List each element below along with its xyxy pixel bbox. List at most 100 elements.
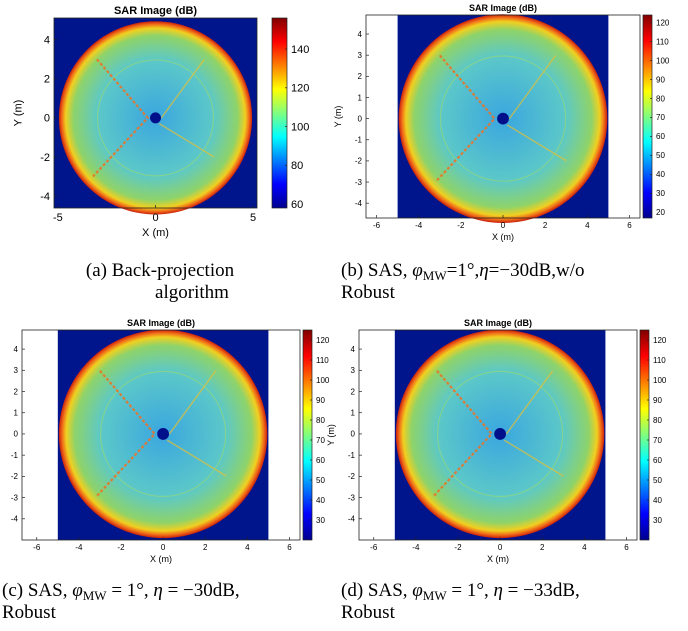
- caption-part: (c) SAS,: [2, 580, 72, 601]
- caption-part: φ: [72, 580, 83, 601]
- x-tick-label: 4: [245, 543, 250, 552]
- y-tick-label: -3: [355, 178, 363, 187]
- axes-box: [358, 329, 638, 541]
- colorbar-tick-label: 30: [316, 516, 325, 525]
- axes-title: SAR Image (dB): [114, 5, 197, 17]
- x-tick-label: 6: [627, 221, 632, 230]
- colorbar-tick-label: 60: [316, 456, 325, 465]
- panel: -6 -4 -2 0 2 4 6 -4 -3 -2 -1 0 1 2 3 4 SAR Image (dB) X (…: [326, 318, 667, 564]
- colorbar-tick-label: 20: [656, 208, 665, 217]
- y-tick-label: 2: [358, 72, 363, 81]
- colorbar-tick-label: 80: [656, 94, 665, 103]
- x-tick-label: -5: [53, 212, 63, 224]
- colorbar-tick-label: 80: [653, 416, 662, 425]
- colorbar-tick-label: 110: [653, 356, 666, 365]
- y-tick-label: -4: [40, 191, 50, 203]
- y-tick-label: 3: [14, 366, 19, 375]
- y-tick-label: -4: [355, 199, 363, 208]
- colorbar-tick-label: 70: [316, 436, 325, 445]
- colorbar-tick-label: 40: [653, 496, 662, 505]
- image-feature: [92, 58, 150, 178]
- x-tick-label: 0: [501, 221, 506, 230]
- colorbar-tick-label: 110: [656, 37, 669, 46]
- colorbar-tick-label: 100: [291, 121, 309, 133]
- caption-part: η: [479, 260, 488, 281]
- caption-part: = 1°,: [447, 580, 494, 601]
- colorbar-tick-label: 110: [316, 356, 329, 365]
- colorbar-tick-label: 140: [291, 44, 309, 56]
- colorbar-tick-label: 40: [656, 170, 665, 179]
- y-tick-label: 0: [358, 114, 363, 123]
- colorbar: [302, 329, 313, 541]
- x-tick-label: 4: [585, 221, 590, 230]
- caption-part: =1°,: [447, 260, 480, 281]
- y-tick-label: 4: [358, 30, 363, 39]
- colorbar-tick-label: 80: [291, 160, 303, 172]
- colorbar-tick-label: 60: [653, 456, 662, 465]
- axes-title: SAR Image (dB): [127, 318, 195, 328]
- colorbar-tick-label: 100: [656, 56, 670, 65]
- colorbar-tick-label: 120: [653, 336, 667, 345]
- caption-part: MW: [83, 588, 108, 603]
- caption-part: η: [153, 580, 162, 601]
- image-ring: [436, 370, 564, 498]
- x-tick-label: -6: [373, 221, 381, 230]
- colorbar-tick-label: 120: [291, 83, 309, 95]
- colorbar-tick-label: 120: [656, 18, 670, 27]
- image-feature: [166, 370, 227, 477]
- image-center: [494, 428, 507, 440]
- y-tick-label: 1: [351, 409, 356, 418]
- colorbar-tick-label: 80: [316, 416, 325, 425]
- image-ring: [96, 59, 215, 177]
- x-tick-label: 6: [287, 543, 292, 552]
- colorbar-tick-label: 100: [653, 376, 667, 385]
- y-tick-label: 2: [44, 74, 50, 86]
- x-axis-label: X (m): [492, 232, 514, 242]
- x-axis-label: X (m): [142, 227, 169, 239]
- caption-part: (b) SAS,: [341, 260, 412, 281]
- y-axis-label: Y (m): [333, 106, 343, 128]
- y-tick-label: 0: [14, 430, 19, 439]
- y-tick-label: 4: [14, 345, 19, 354]
- caption-part: = −33dB,: [503, 580, 580, 601]
- caption: Robust: [2, 602, 57, 623]
- image-ring: [99, 370, 227, 498]
- colorbar-tick-label: 70: [656, 113, 665, 122]
- x-axis-label: X (m): [487, 554, 509, 564]
- y-tick-label: -4: [348, 515, 356, 524]
- y-axis-label: Y (m): [326, 424, 336, 446]
- x-tick-label: -6: [370, 543, 378, 552]
- y-axis-label: Y (m): [12, 100, 24, 127]
- colorbar-tick-label: 30: [653, 516, 662, 525]
- y-tick-label: 3: [351, 366, 356, 375]
- y-tick-label: 2: [14, 387, 19, 396]
- colorbar-tick-label: 70: [653, 436, 662, 445]
- x-tick-label: 0: [152, 212, 158, 224]
- y-tick-label: -2: [40, 152, 50, 164]
- image-center: [157, 428, 170, 440]
- caption-part: η: [493, 580, 502, 601]
- x-tick-label: -2: [457, 221, 465, 230]
- y-tick-label: 1: [358, 93, 363, 102]
- x-tick-label: -4: [412, 543, 420, 552]
- image-feature: [434, 54, 497, 183]
- colorbar-tick-label: 60: [656, 132, 665, 141]
- x-tick-label: 4: [582, 543, 587, 552]
- colorbar: [271, 17, 288, 209]
- y-tick-label: -2: [348, 472, 356, 481]
- image-center: [150, 112, 161, 124]
- colorbar-tick-label: 120: [316, 336, 330, 345]
- image-feature: [94, 370, 157, 498]
- x-tick-label: 0: [161, 543, 166, 552]
- caption-part: = 1°,: [107, 580, 154, 601]
- panel: -6 -4 -2 0 2 4 6 -4 -3 -2 -1 0 1 2 3 4 SAR Image (dB) X (…: [333, 3, 670, 242]
- caption-part: =−30dB,w/o: [489, 260, 585, 281]
- y-tick-label: 1: [14, 409, 19, 418]
- image-ring: [439, 55, 567, 182]
- x-tick-label: -2: [454, 543, 462, 552]
- x-tick-label: -4: [75, 543, 83, 552]
- colorbar-tick-label: 90: [656, 75, 665, 84]
- x-tick-label: 2: [543, 221, 548, 230]
- image-feature: [506, 54, 567, 162]
- x-tick-label: 2: [203, 543, 208, 552]
